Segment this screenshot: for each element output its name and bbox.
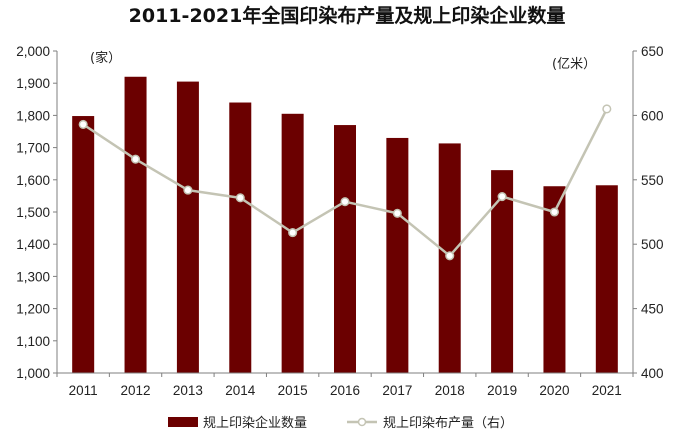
line-point [78, 119, 88, 129]
legend-marker-line [357, 417, 367, 427]
bar [491, 170, 514, 373]
left-tick-label: 2,000 [16, 44, 50, 59]
x-tick-label: 2012 [121, 383, 151, 398]
line-point [392, 208, 402, 218]
x-tick-label: 2014 [225, 383, 256, 398]
bar [543, 186, 566, 373]
left-axis-unit: (家） [90, 50, 121, 66]
left-tick-label: 1,600 [16, 173, 50, 188]
line-point [288, 228, 298, 238]
bar [124, 76, 147, 373]
line-point [340, 197, 350, 207]
right-axis-unit: (亿米） [552, 57, 596, 72]
x-tick-label: 2021 [592, 383, 622, 398]
legend-label-bar: 规上印染企业数量 [203, 415, 307, 431]
bar [72, 116, 95, 373]
axes: 1,000 1,100 1,200 1,300 1,400 1,500 1,600 1,700… [16, 44, 663, 398]
line-point [497, 191, 507, 202]
bar-series [72, 76, 618, 374]
x-tick-label: 2016 [330, 383, 360, 398]
line-series [78, 104, 612, 261]
left-tick-label: 1,200 [16, 302, 50, 317]
bar [229, 102, 252, 374]
left-tick-label: 1,500 [16, 205, 50, 220]
legend: 规上印染企业数量 规上印染布产量（右） [168, 415, 513, 431]
right-tick-label: 650 [641, 44, 664, 59]
left-tick-label: 1,800 [16, 108, 50, 123]
chart-title: 2011-2021年全国印染布产量及规上印染企业数量 [129, 4, 566, 27]
x-tick-label: 2013 [173, 383, 203, 398]
right-tick-label: 600 [641, 108, 664, 123]
x-tick-label: 2011 [69, 383, 98, 398]
line-point [602, 104, 612, 114]
line-point [130, 154, 141, 164]
line-point [445, 251, 455, 261]
bar [595, 185, 618, 373]
left-tick-label: 1,900 [16, 76, 50, 91]
line-point [549, 207, 560, 217]
right-tick-label: 400 [641, 366, 664, 381]
line-point [235, 193, 245, 203]
legend-label-line: 规上印染布产量（右） [383, 416, 513, 431]
right-tick-label: 500 [641, 237, 664, 252]
left-tick-label: 1,400 [16, 237, 50, 252]
x-tick-label: 2018 [435, 383, 465, 398]
bar [281, 113, 304, 373]
x-tick-label: 2019 [487, 383, 517, 398]
x-tick-label: 2017 [382, 383, 412, 398]
x-tick-label: 2015 [278, 383, 308, 398]
bar [386, 137, 409, 373]
left-tick-label: 1,300 [16, 269, 50, 284]
left-tick-label: 1,100 [16, 334, 50, 349]
line-point [183, 185, 193, 195]
left-tick-label: 1,000 [16, 366, 50, 381]
bar [334, 125, 356, 373]
legend-swatch-bar [168, 417, 198, 427]
x-tick-label: 2020 [539, 383, 569, 398]
bar [176, 81, 199, 373]
right-tick-label: 550 [641, 173, 664, 188]
right-tick-label: 450 [641, 302, 664, 317]
left-tick-label: 1,700 [16, 141, 50, 156]
